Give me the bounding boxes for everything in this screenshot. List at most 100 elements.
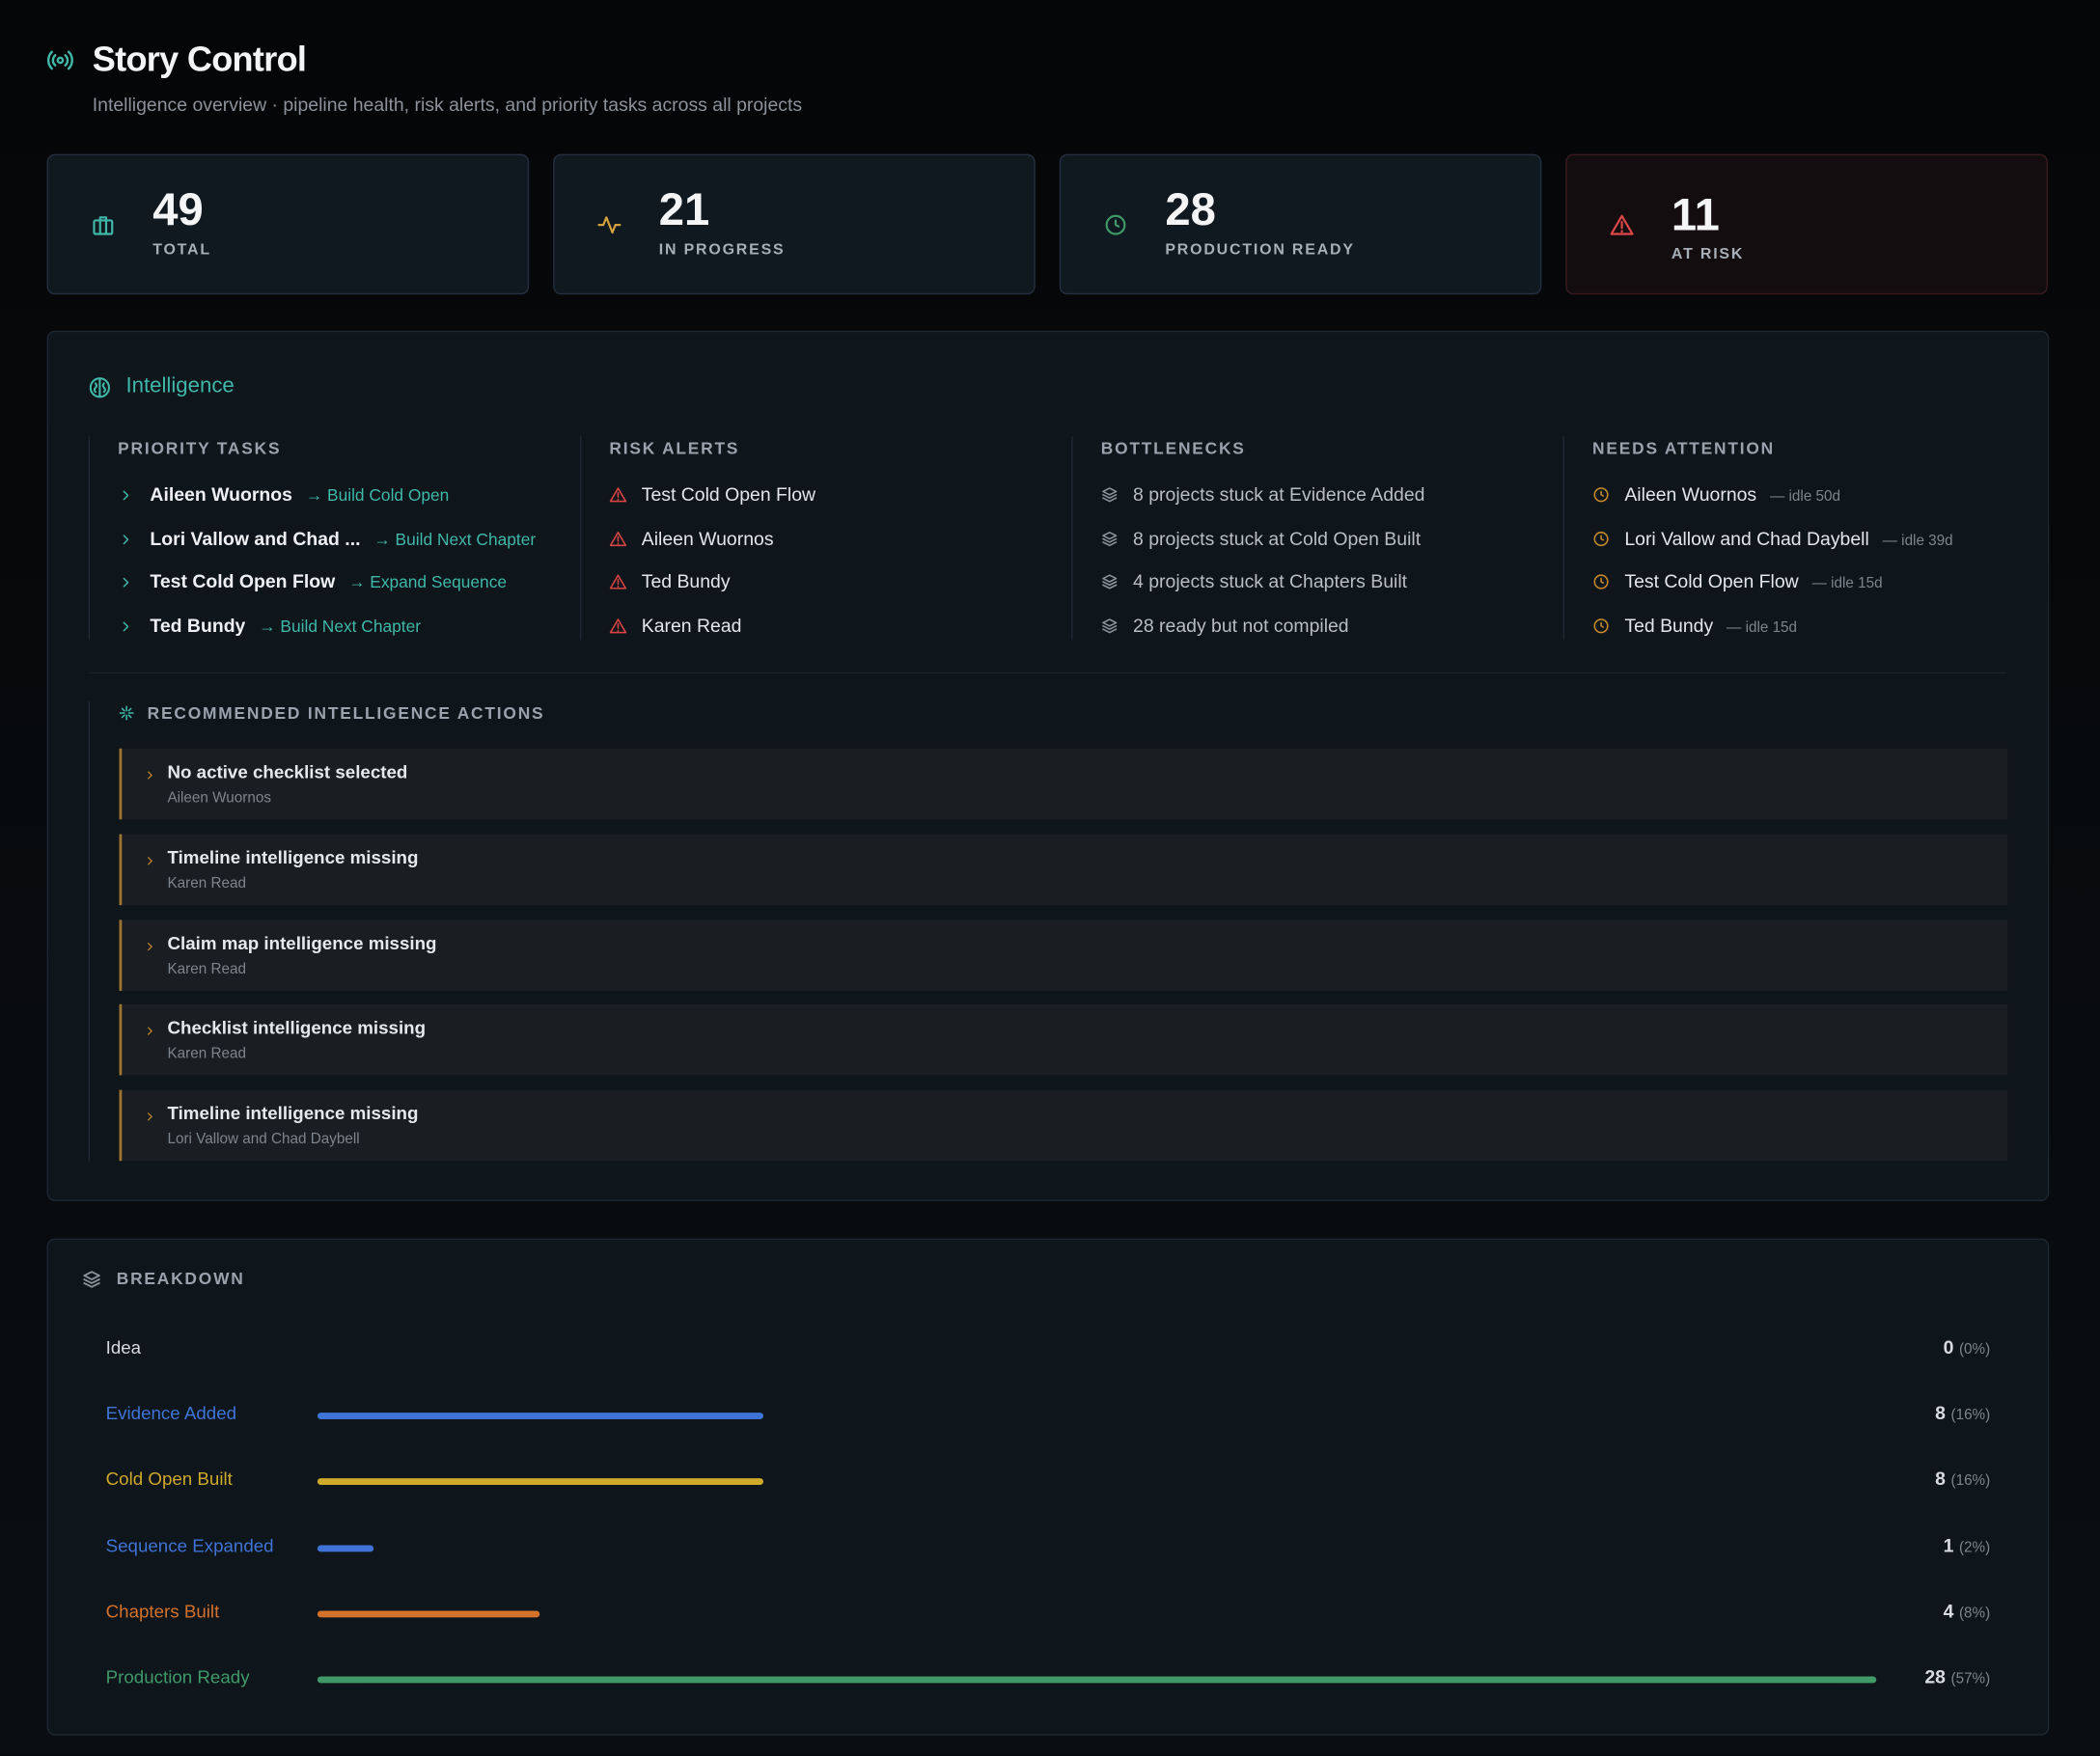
recommended-rail bbox=[88, 701, 90, 1163]
warning-icon bbox=[609, 573, 627, 597]
stat-label: IN PROGRESS bbox=[658, 242, 786, 259]
recommended-action[interactable]: Timeline intelligence missing Lori Vallow… bbox=[119, 1089, 2008, 1162]
stage-bar bbox=[317, 1544, 373, 1551]
chevron-icon bbox=[118, 530, 134, 554]
stage-count: 8 bbox=[1935, 1402, 1946, 1424]
stat-value: 21 bbox=[658, 184, 710, 236]
stage-count: 0 bbox=[1943, 1335, 1954, 1358]
clock-icon bbox=[1592, 486, 1610, 510]
attention-project: Ted Bundy bbox=[1624, 614, 1714, 636]
intelligence-icon bbox=[89, 376, 112, 406]
task-action: → Build Cold Open bbox=[305, 485, 450, 506]
stage-percent: (2%) bbox=[1958, 1539, 1991, 1556]
header-icon bbox=[46, 47, 74, 81]
column-divider bbox=[1562, 436, 1564, 641]
attention-item[interactable]: Test Cold Open Flow — idle 15d bbox=[1624, 570, 1882, 591]
priority-task[interactable]: Test Cold Open Flow → Expand Sequence bbox=[150, 570, 507, 591]
sparkle-icon-svg bbox=[119, 705, 134, 721]
risk-alert: Ted Bundy bbox=[641, 570, 731, 592]
attention-item[interactable]: Lori Vallow and Chad Daybell — idle 39d bbox=[1624, 527, 1952, 548]
page-subtitle: Intelligence overview · pipeline health,… bbox=[92, 94, 803, 116]
attention-item[interactable]: Aileen Wuornos — idle 50d bbox=[1624, 483, 1840, 505]
stat-card: 21 IN PROGRESS bbox=[553, 153, 1036, 295]
chevron-icon-svg bbox=[123, 577, 129, 588]
clock-icon bbox=[1592, 617, 1610, 641]
clock-icon bbox=[1592, 573, 1610, 597]
attention-item[interactable]: Ted Bundy — idle 15d bbox=[1624, 614, 1797, 635]
layers-icon-svg bbox=[1102, 487, 1118, 503]
stage-percent: (8%) bbox=[1958, 1605, 1991, 1622]
task-project: Test Cold Open Flow bbox=[150, 570, 336, 592]
column-heading: NEEDS ATTENTION bbox=[1592, 439, 1776, 458]
stat-icon bbox=[1610, 213, 1634, 244]
recommended-action[interactable]: Checklist intelligence missing Karen Read bbox=[119, 1004, 2008, 1076]
stage-percent: (0%) bbox=[1958, 1341, 1991, 1358]
stat-label: PRODUCTION READY bbox=[1165, 242, 1355, 259]
action-project: Aileen Wuornos bbox=[167, 789, 271, 807]
stat-value: 28 bbox=[1165, 184, 1216, 236]
task-project: Ted Bundy bbox=[150, 614, 246, 636]
recommended-heading: RECOMMENDED INTELLIGENCE ACTIONS bbox=[147, 703, 545, 724]
chevron-icon-svg bbox=[148, 942, 152, 950]
stage-bar bbox=[317, 1478, 763, 1486]
priority-task[interactable]: Lori Vallow and Chad ... → Build Next Cha… bbox=[150, 527, 536, 548]
chevron-icon bbox=[143, 764, 156, 788]
stat-label: TOTAL bbox=[152, 242, 211, 259]
clock-icon-svg bbox=[1593, 487, 1609, 503]
layers-icon-svg bbox=[1102, 617, 1118, 633]
warning-icon bbox=[609, 617, 627, 641]
chevron-icon bbox=[118, 617, 134, 641]
stage-percent: (57%) bbox=[1950, 1670, 1991, 1687]
attention-idle: — idle 15d bbox=[1811, 575, 1883, 592]
layers-icon-svg bbox=[1102, 574, 1118, 590]
priority-task[interactable]: Aileen Wuornos → Build Cold Open bbox=[150, 483, 449, 505]
column-heading: BOTTLENECKS bbox=[1100, 439, 1246, 458]
layers-icon-svg bbox=[1102, 531, 1118, 546]
attention-project: Test Cold Open Flow bbox=[1624, 570, 1799, 592]
section-divider bbox=[88, 672, 2006, 674]
layers-icon bbox=[1101, 530, 1119, 554]
bottleneck: 8 projects stuck at Cold Open Built bbox=[1133, 527, 1422, 549]
chevron-icon bbox=[143, 850, 156, 874]
clock-icon-svg bbox=[1593, 574, 1609, 590]
stat-icon-svg bbox=[1105, 214, 1126, 235]
stat-icon-svg bbox=[93, 216, 114, 235]
stage-count-group: 1 (2%) bbox=[1944, 1534, 1991, 1555]
priority-task[interactable]: Ted Bundy → Build Next Chapter bbox=[150, 614, 421, 635]
stage-count-group: 0 (0%) bbox=[1944, 1336, 1991, 1358]
recommended-action[interactable]: No active checklist selected Aileen Wuorn… bbox=[119, 748, 2008, 820]
intelligence-panel: Intelligence PRIORITY TASKS Aileen Wuornos… bbox=[46, 330, 2050, 1201]
stat-value: 49 bbox=[152, 184, 204, 236]
stat-card: 11 AT RISK bbox=[1565, 153, 2048, 295]
header-icon-svg bbox=[46, 50, 73, 70]
action-project: Karen Read bbox=[167, 960, 246, 977]
chevron-icon-svg bbox=[148, 1112, 152, 1121]
warning-icon-svg bbox=[609, 574, 627, 590]
attention-project: Aileen Wuornos bbox=[1624, 482, 1757, 506]
risk-alert: Aileen Wuornos bbox=[641, 527, 774, 549]
bottleneck: 8 projects stuck at Evidence Added bbox=[1133, 482, 1425, 506]
clock-icon-svg bbox=[1593, 617, 1609, 633]
attention-idle: — idle 15d bbox=[1727, 618, 1798, 636]
stage-count: 28 bbox=[1924, 1665, 1946, 1687]
stage-count: 1 bbox=[1943, 1533, 1954, 1556]
column-divider bbox=[1071, 436, 1073, 641]
action-title: Timeline intelligence missing bbox=[167, 1103, 419, 1124]
chevron-icon bbox=[143, 935, 156, 959]
bottleneck: 4 projects stuck at Chapters Built bbox=[1133, 570, 1408, 592]
column-divider bbox=[88, 436, 90, 641]
chevron-icon bbox=[143, 1107, 156, 1131]
stage-count-group: 8 (16%) bbox=[1935, 1402, 1990, 1423]
column-heading: PRIORITY TASKS bbox=[118, 439, 282, 458]
layers-icon bbox=[1101, 573, 1119, 597]
action-project: Lori Vallow and Chad Daybell bbox=[167, 1131, 360, 1148]
recommended-action[interactable]: Claim map intelligence missing Karen Read bbox=[119, 919, 2008, 991]
chevron-icon bbox=[118, 486, 134, 510]
warning-icon-svg bbox=[609, 617, 627, 633]
stat-icon bbox=[91, 213, 115, 244]
stage-count-group: 4 (8%) bbox=[1944, 1600, 1991, 1621]
recommended-action[interactable]: Timeline intelligence missing Karen Read bbox=[119, 834, 2008, 905]
stat-card: 49 TOTAL bbox=[46, 153, 530, 295]
action-title: Timeline intelligence missing bbox=[167, 847, 419, 867]
chevron-icon-svg bbox=[148, 1028, 152, 1036]
